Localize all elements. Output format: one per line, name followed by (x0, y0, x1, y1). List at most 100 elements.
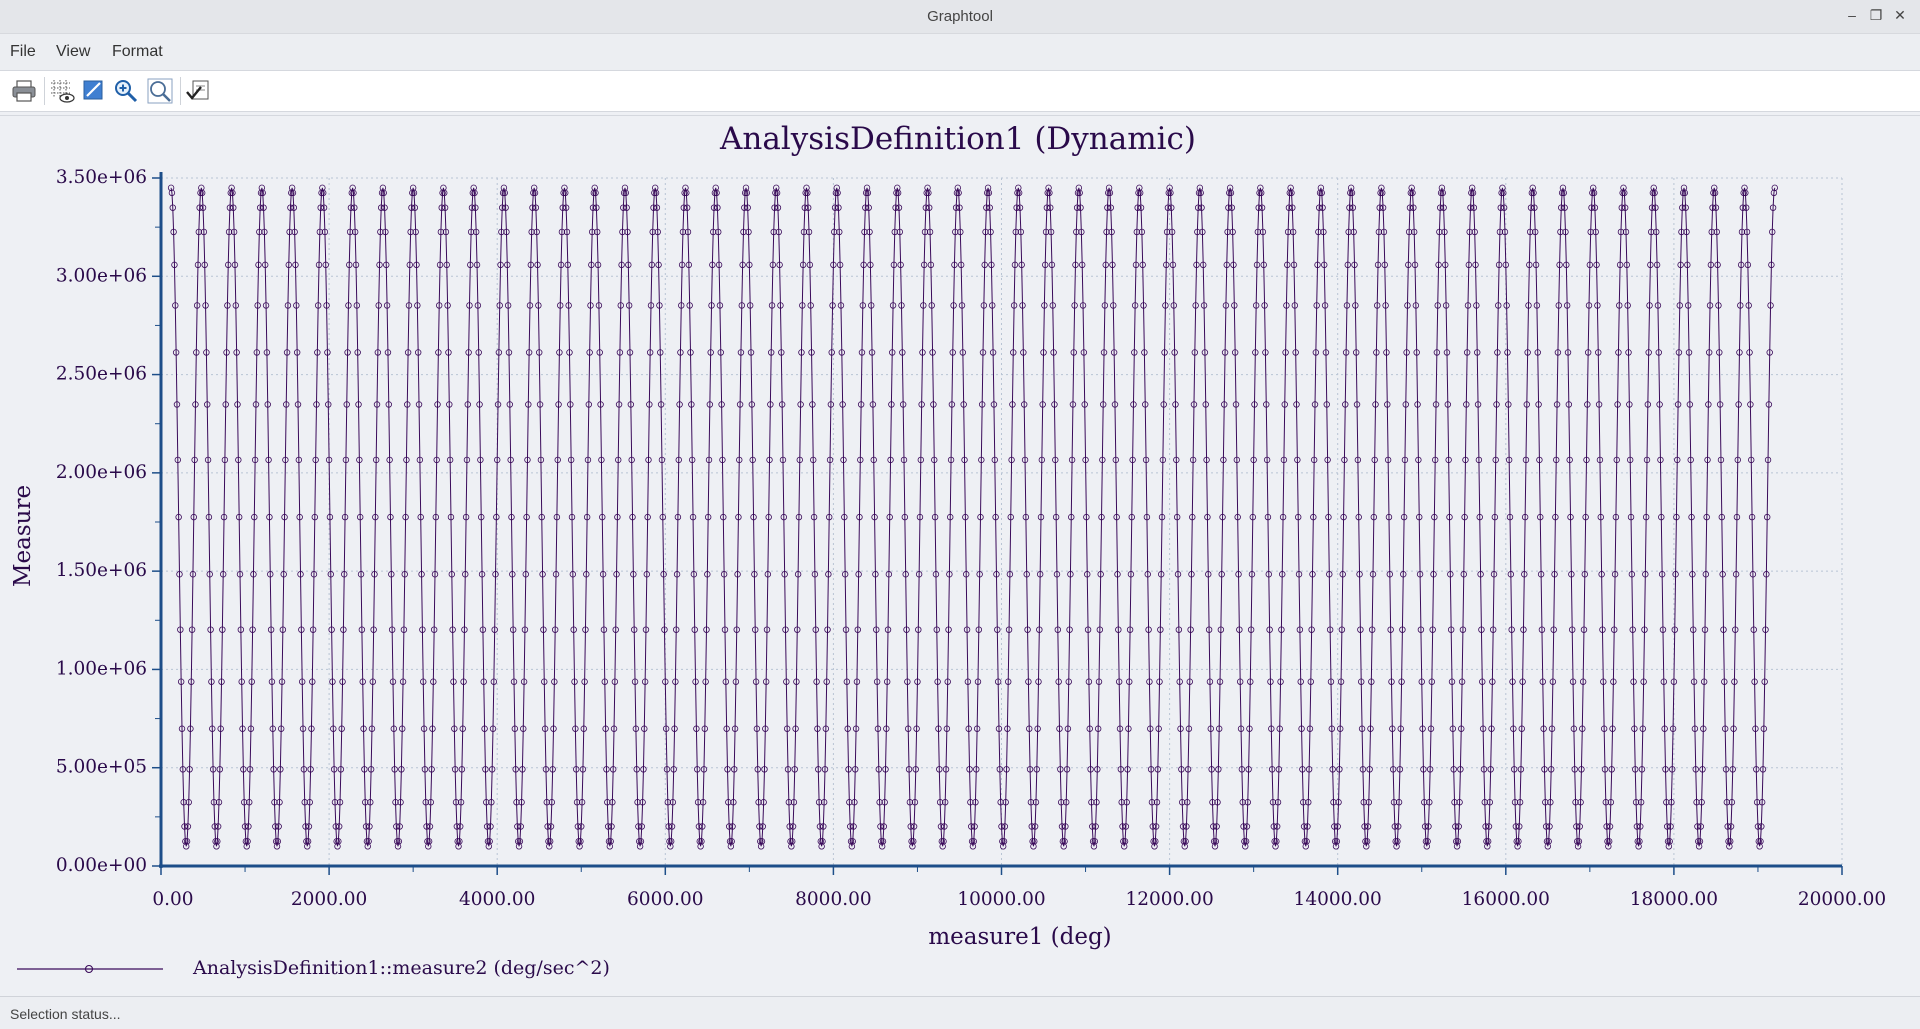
data-point (1208, 766, 1215, 773)
data-point (892, 204, 899, 211)
data-point (899, 349, 906, 356)
data-point (648, 261, 656, 269)
data-point (590, 189, 598, 197)
data-point (344, 349, 351, 356)
data-point (219, 571, 227, 578)
print-icon[interactable] (10, 77, 38, 105)
data-point (1352, 349, 1360, 356)
data-point (814, 725, 821, 732)
data-point (283, 401, 290, 408)
data-point (1765, 401, 1773, 408)
chart-canvas[interactable]: 0.00 2000.00 4000.00 6000.00 8000.00 10000.00… (0, 116, 1920, 996)
data-point (655, 261, 662, 269)
data-point (1321, 302, 1329, 309)
zoom-in-icon[interactable] (112, 77, 140, 105)
data-point (1265, 571, 1272, 578)
apply-check-icon[interactable] (184, 77, 212, 105)
menu-view[interactable]: View (56, 43, 91, 60)
data-point (778, 349, 785, 356)
data-point (1486, 799, 1494, 806)
data-point (619, 228, 626, 236)
edit-chart-icon[interactable] (80, 77, 108, 105)
data-point (384, 349, 392, 356)
data-point (1105, 189, 1112, 197)
data-point (626, 349, 634, 356)
data-point (1458, 725, 1465, 732)
close-icon[interactable]: ✕ (1894, 7, 1906, 23)
data-point (960, 401, 967, 408)
data-point (1126, 678, 1133, 685)
data-point (1506, 513, 1514, 521)
data-point (760, 799, 767, 806)
data-point (1279, 513, 1287, 521)
data-point (1099, 401, 1107, 408)
menu-file[interactable]: File (10, 43, 36, 60)
data-point (1177, 725, 1184, 732)
data-point (656, 302, 663, 309)
data-point (562, 204, 570, 211)
data-point (1568, 626, 1576, 633)
data-point (845, 766, 852, 773)
data-point (174, 456, 182, 464)
minimize-icon[interactable]: – (1848, 7, 1856, 23)
data-point (1421, 799, 1428, 806)
grid-visibility-icon[interactable] (48, 77, 76, 105)
data-point (1500, 204, 1508, 211)
data-point (341, 571, 348, 578)
data-point (1247, 678, 1254, 685)
data-point (438, 204, 445, 211)
data-point (1598, 571, 1605, 578)
data-point (639, 799, 646, 806)
data-point (511, 725, 519, 732)
data-point (1628, 571, 1636, 578)
data-point (985, 189, 993, 197)
x-tick-label: 6000.00 (627, 889, 704, 910)
zoom-fit-icon[interactable] (146, 77, 174, 105)
data-point (1350, 228, 1357, 236)
y-axis-label: Measure (10, 485, 36, 587)
menu-format[interactable]: Format (112, 43, 163, 60)
data-point (893, 189, 900, 197)
data-point (398, 766, 405, 773)
data-point (819, 838, 826, 845)
data-point (1014, 189, 1021, 197)
data-point (1020, 349, 1027, 356)
data-point (370, 626, 377, 633)
data-point (1160, 401, 1167, 408)
data-point (853, 678, 861, 685)
data-point (223, 349, 230, 356)
data-point (705, 456, 713, 464)
data-point (1431, 513, 1438, 521)
data-point (1629, 626, 1636, 633)
data-point (1579, 678, 1587, 685)
data-point (1711, 189, 1719, 197)
data-point (314, 302, 322, 309)
data-point (1375, 228, 1383, 236)
data-point (1604, 838, 1611, 845)
y-tick-label: 3.00e+06 (56, 265, 147, 286)
data-point (1134, 204, 1141, 211)
data-point (1478, 626, 1485, 633)
data-point (1592, 228, 1599, 236)
data-point (987, 228, 994, 236)
data-point (736, 456, 743, 464)
data-point (272, 838, 280, 845)
data-point (1207, 725, 1214, 732)
data-point (915, 626, 922, 633)
data-point (1501, 228, 1509, 236)
data-point (1216, 678, 1224, 685)
data-point (405, 302, 413, 309)
data-point (1210, 823, 1217, 830)
data-point (1199, 228, 1206, 236)
data-point (1507, 571, 1515, 578)
data-point (357, 571, 365, 578)
data-point (1283, 302, 1290, 309)
data-point (487, 823, 494, 830)
data-point (300, 766, 308, 773)
data-point (502, 204, 509, 211)
restore-icon[interactable]: ❐ (1869, 7, 1883, 23)
data-point (1273, 838, 1280, 845)
data-point (453, 823, 461, 830)
data-point (1704, 456, 1711, 464)
data-point (523, 513, 530, 521)
